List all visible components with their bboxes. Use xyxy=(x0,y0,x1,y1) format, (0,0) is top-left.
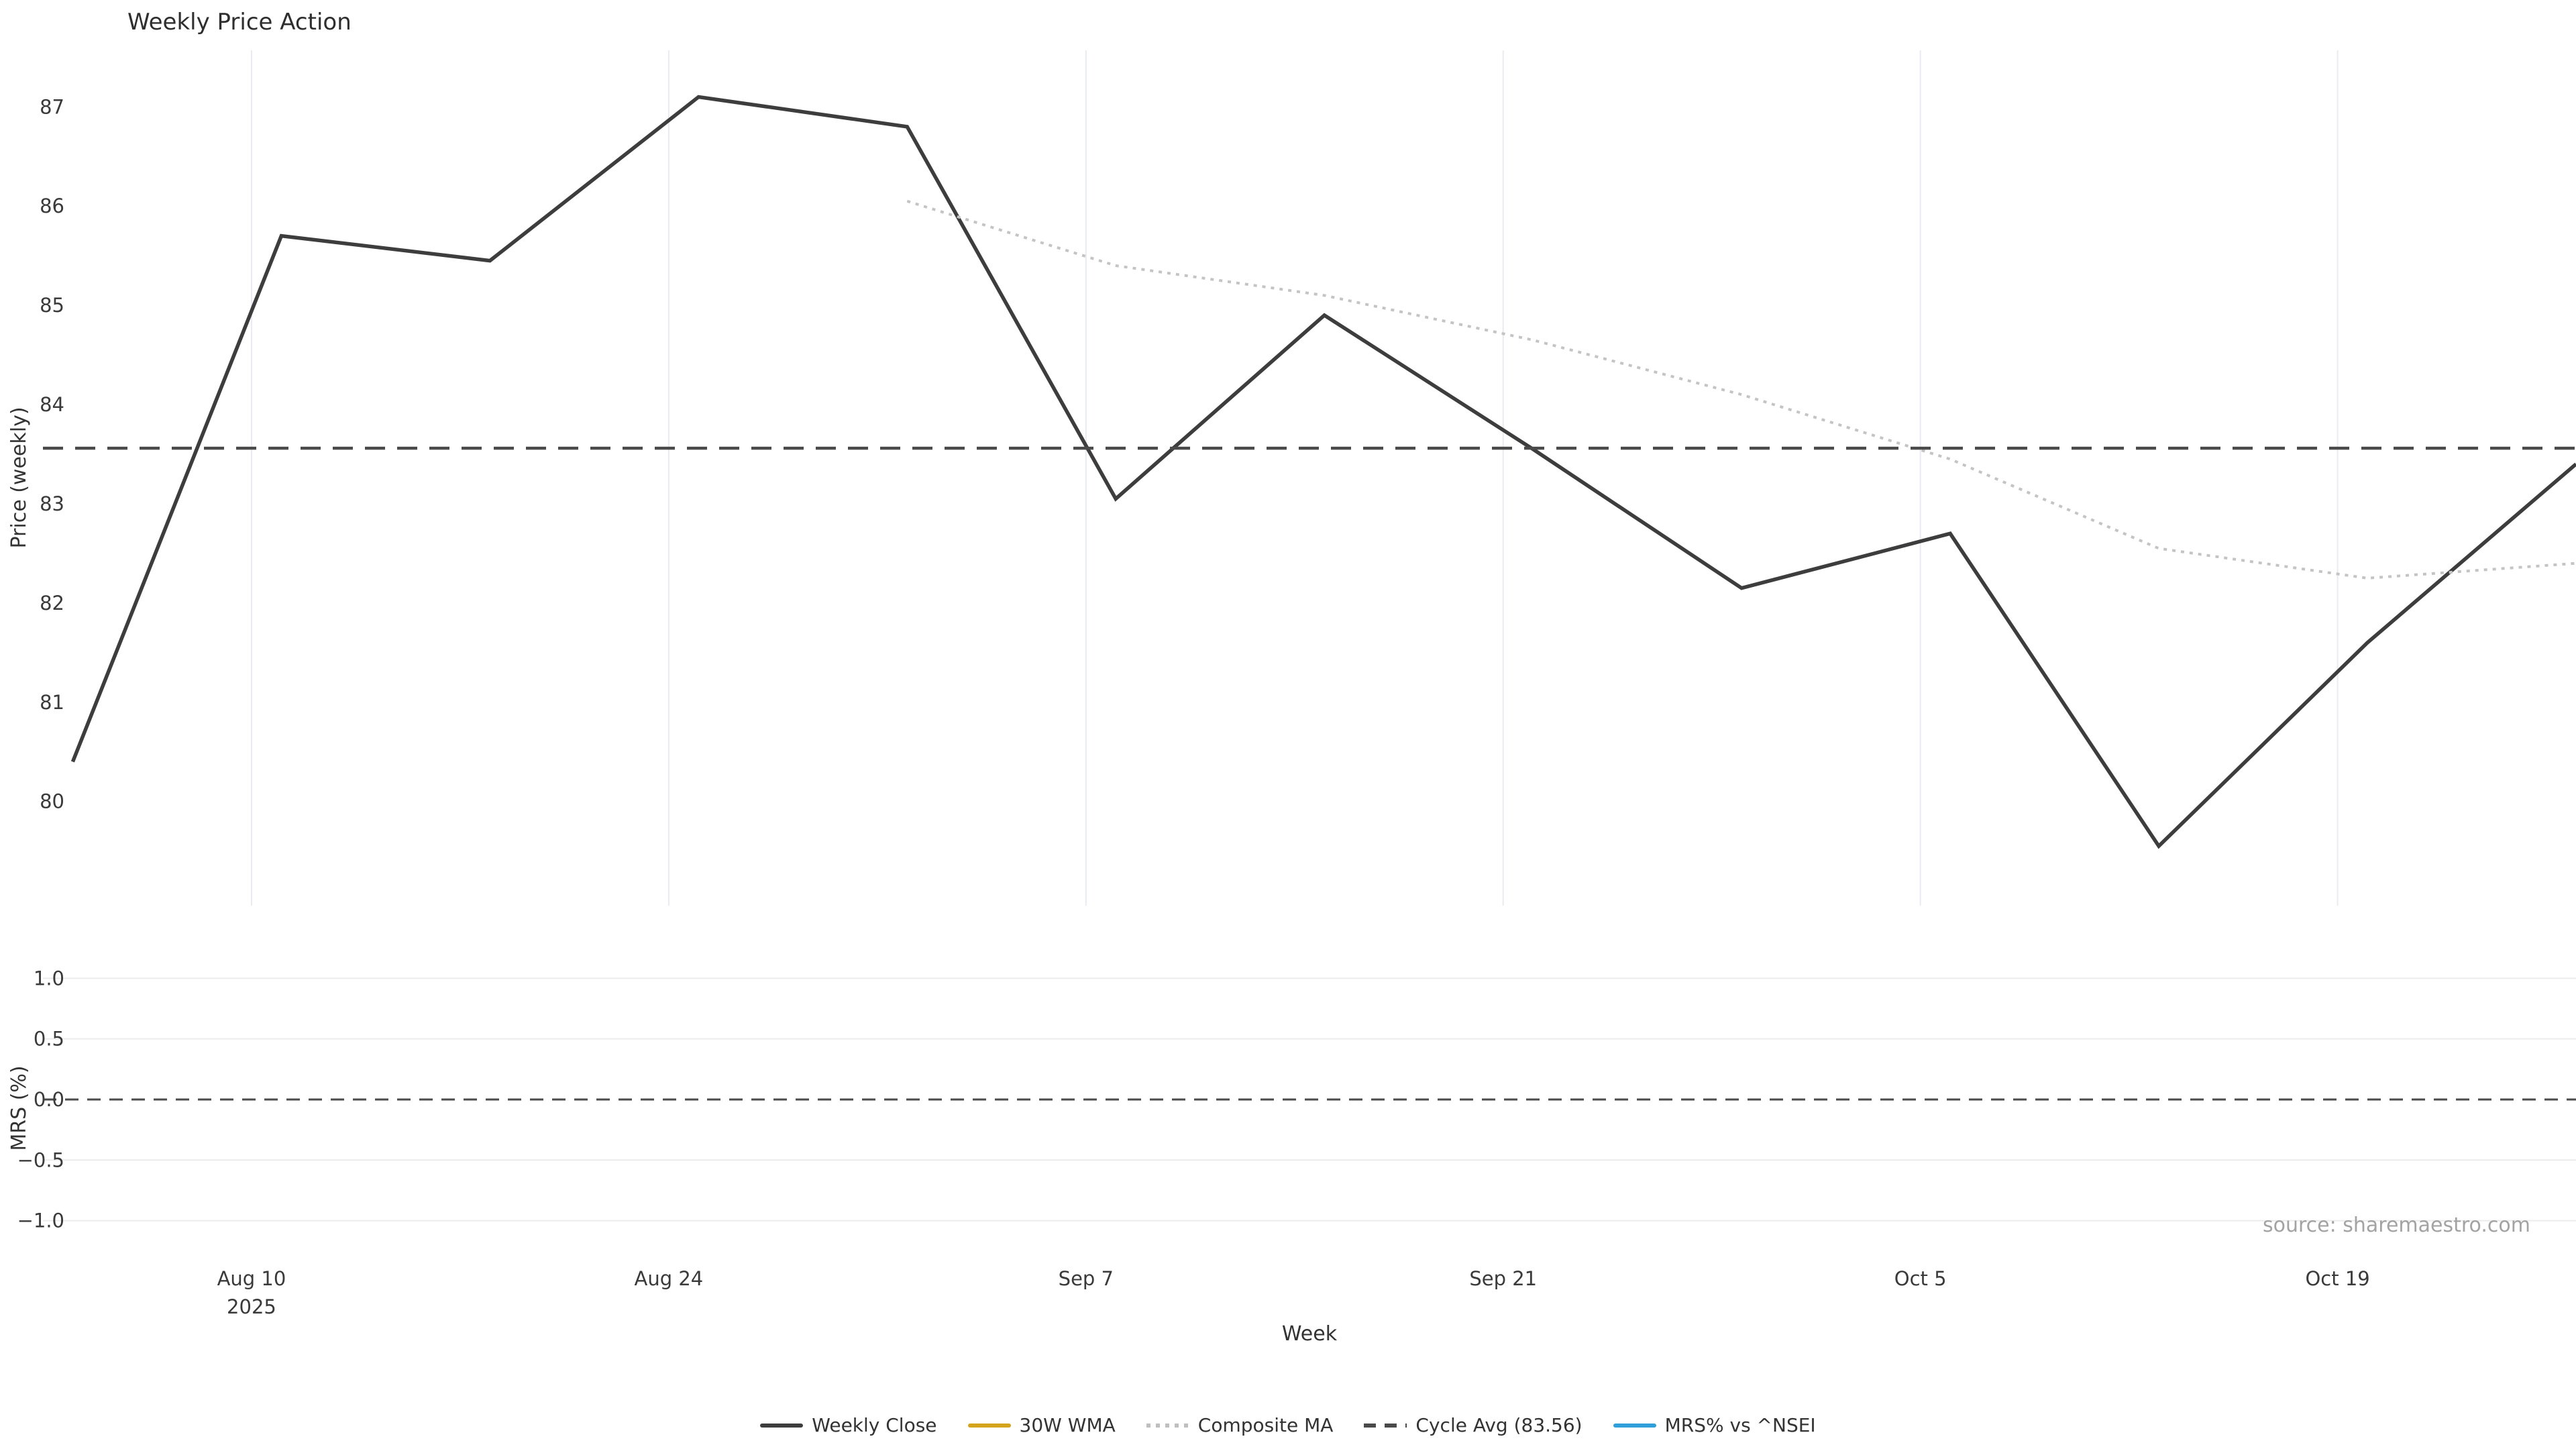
legend-label: MRS% vs ^NSEI xyxy=(1664,1414,1816,1436)
legend-label: 30W WMA xyxy=(1019,1414,1116,1436)
price-y-axis-label: Price (weekly) xyxy=(7,407,31,548)
legend-item-mrs-vs-nsei: MRS% vs ^NSEI xyxy=(1613,1414,1816,1436)
price-y-tick-label: 86 xyxy=(40,195,64,217)
legend-swatch-solid xyxy=(1613,1423,1656,1428)
legend-swatch-solid xyxy=(760,1423,804,1428)
legend-item-cycle-avg-83-56-: Cycle Avg (83.56) xyxy=(1364,1414,1582,1436)
x-tick-label: 2025 xyxy=(227,1295,276,1318)
series-layer xyxy=(43,95,2576,849)
composite-ma-line xyxy=(906,199,2576,580)
x-tick-label: Aug 10 xyxy=(217,1267,286,1290)
price-y-tick-label: 82 xyxy=(40,592,64,614)
source-note: source: sharemaestro.com xyxy=(2263,1214,2530,1237)
mrs-y-tick-label: 0.0 xyxy=(34,1088,64,1111)
legend-item-weekly-close: Weekly Close xyxy=(760,1414,937,1436)
mrs-y-tick-label: −0.5 xyxy=(17,1148,64,1171)
price-y-tick-label: 81 xyxy=(40,691,64,714)
x-tick-label: Aug 24 xyxy=(635,1267,704,1290)
grid-layer xyxy=(43,50,2576,1222)
x-tick-label: Oct 5 xyxy=(1894,1267,1947,1290)
price-y-tick-label: 87 xyxy=(40,95,64,118)
x-tick-label: Sep 21 xyxy=(1469,1267,1537,1290)
price-y-tick-label: 85 xyxy=(40,294,64,317)
chart-title: Weekly Price Action xyxy=(127,9,352,36)
legend-item-composite-ma: Composite MA xyxy=(1146,1414,1334,1436)
x-axis-label: Week xyxy=(1282,1322,1338,1346)
price-y-tick-label: 83 xyxy=(40,492,64,515)
mrs-y-axis-label: MRS (%) xyxy=(7,1065,31,1150)
mrs-y-tick-label: 0.5 xyxy=(34,1028,64,1051)
legend: Weekly Close 30W WMA Composite MA Cycle Avg… xyxy=(0,1414,2576,1436)
legend-label: Weekly Close xyxy=(812,1414,937,1436)
price-y-tick-label: 84 xyxy=(40,393,64,416)
x-tick-label: Sep 7 xyxy=(1059,1267,1114,1290)
legend-swatch-dotted xyxy=(1146,1423,1189,1428)
legend-item-30w-wma: 30W WMA xyxy=(967,1414,1116,1436)
price-y-tick-label: 80 xyxy=(40,790,64,813)
mrs-y-tick-label: −1.0 xyxy=(17,1210,64,1232)
weekly-close-line xyxy=(70,95,2576,849)
x-tick-label: Oct 19 xyxy=(2305,1267,2369,1290)
legend-swatch-dashed xyxy=(1364,1423,1407,1428)
tick-layer: 87 86 85 84 83 82 81 80 1.0 0.5 0.0 −0.5 −1.0 Aug 10 2… xyxy=(17,95,2370,1318)
legend-swatch-solid xyxy=(967,1423,1011,1428)
legend-label: Composite MA xyxy=(1197,1414,1334,1436)
mrs-y-tick-label: 1.0 xyxy=(34,967,64,989)
legend-label: Cycle Avg (83.56) xyxy=(1415,1414,1582,1436)
